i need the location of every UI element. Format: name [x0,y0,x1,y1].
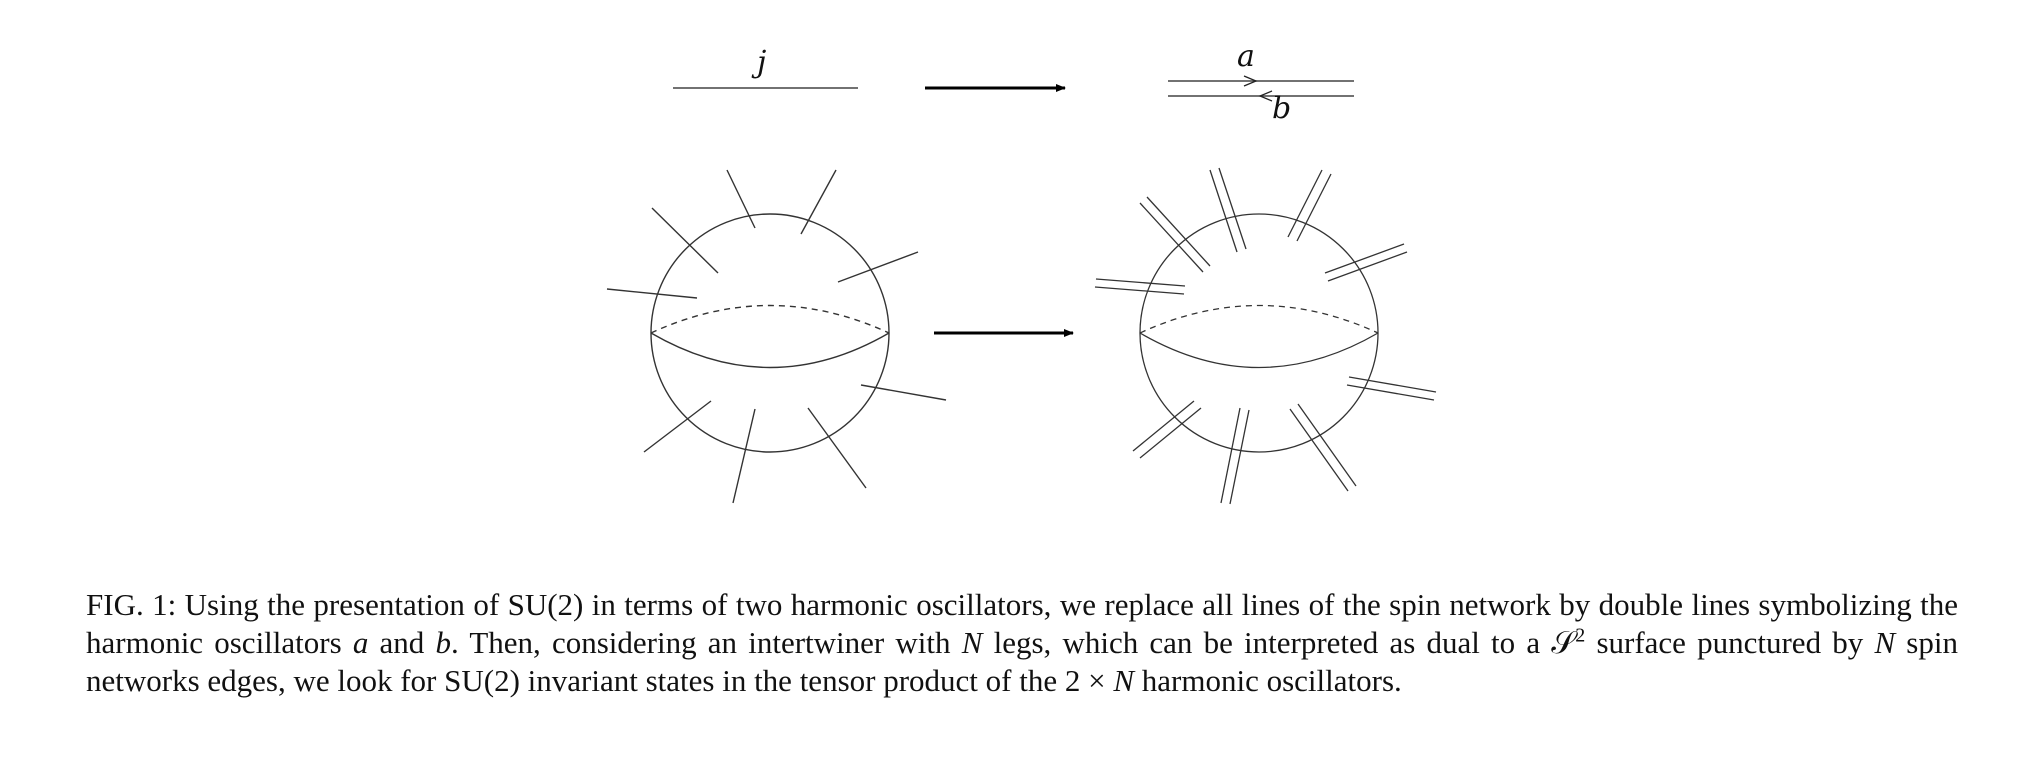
caption-surface-power: 2 [1575,624,1586,647]
leg [1139,202,1204,273]
equator-front [1139,332,1379,369]
leg [1289,408,1349,492]
leg [1146,196,1211,267]
caption-text: legs, which can be interpreted as dual t… [982,625,1552,660]
leg [606,288,698,299]
caption-fig-label: FIG. 1: [86,587,177,622]
label-a: a [1237,39,1255,74]
caption-surface-symbol: 𝒮 [1551,625,1576,660]
caption-var-a: a [352,625,369,660]
label-j: j [751,45,766,80]
caption-text: Using the presentation of SU(2) in terms… [86,587,1958,660]
leg [651,207,719,274]
label-b: b [1272,91,1291,126]
leg [1346,384,1435,401]
caption-var-b: b [435,625,451,660]
arrow-a-icon [1243,75,1258,87]
leg [732,408,756,504]
caption-text: harmonic oscillators. [1134,663,1402,698]
caption-var-n: N [961,625,983,660]
leg [1094,286,1185,295]
caption-text: surface punctured by [1585,625,1875,660]
leg [1348,376,1437,393]
intertwiner-sphere-double [1094,167,1437,505]
arrow-b-icon [1258,90,1273,102]
leg [807,407,867,489]
caption-text: spin networks edges, we look for SU(2) i… [86,625,1958,698]
single-line-edge: j [673,45,858,89]
double-line-edge: a b [1168,39,1354,126]
leg [1209,169,1238,253]
leg [1324,243,1405,274]
caption-text: and [368,625,436,660]
leg [800,169,837,235]
intertwiner-sphere-single [606,169,947,504]
leg [1220,407,1241,504]
leg [1297,403,1357,487]
leg [837,251,919,283]
leg [1327,251,1408,282]
leg [1218,167,1247,250]
equator-back [1139,304,1379,334]
caption-text: . Then, considering an intertwiner with [450,625,962,660]
leg [726,169,756,229]
leg [1132,400,1195,452]
figure-diagram: j a b [606,39,1437,505]
equator-back [650,304,890,334]
figure-caption: FIG. 1: Using the presentation of SU(2) … [86,586,1958,700]
caption-var-n: N [1113,663,1135,698]
equator-front [650,332,890,369]
caption-var-n: N [1874,625,1896,660]
leg [643,400,712,453]
leg [1229,409,1250,505]
leg [1296,173,1332,242]
leg [860,384,947,401]
leg [1139,407,1202,459]
leg [1287,169,1323,238]
leg [1095,278,1186,287]
